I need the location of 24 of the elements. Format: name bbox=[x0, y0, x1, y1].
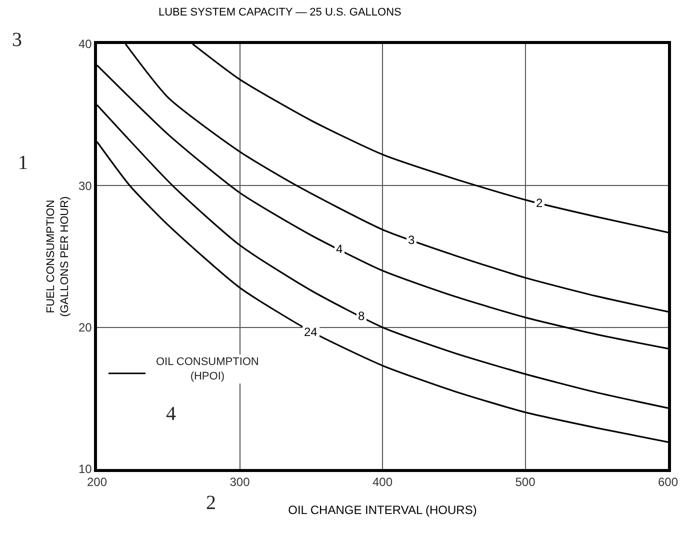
x-tick-label: 200 bbox=[86, 475, 108, 490]
series-label: 8 bbox=[358, 309, 365, 323]
series-label: 3 bbox=[408, 233, 415, 247]
y-tick-label: 20 bbox=[78, 320, 92, 335]
text: 1 bbox=[18, 152, 28, 174]
y-tick-label: 40 bbox=[78, 37, 92, 52]
line-series bbox=[97, 140, 668, 443]
annotation: OIL CONSUMPTION (HPOI) bbox=[156, 356, 259, 382]
series-label: 4 bbox=[336, 242, 343, 256]
x-tick-label: 300 bbox=[230, 475, 250, 490]
x-tick-label: 400 bbox=[372, 475, 393, 490]
y-axis-title: FUEL CONSUMPTION (GALLONS PER HOUR) bbox=[44, 196, 72, 317]
y-tick-label: 10 bbox=[78, 462, 92, 476]
chart-title: LUBE SYSTEM CAPACITY — 25 U.S. GALLONS bbox=[158, 6, 402, 19]
x-tick-label: 600 bbox=[658, 475, 678, 490]
line-series bbox=[97, 64, 668, 350]
series-label: 2 bbox=[536, 196, 543, 210]
x-tick-label: 500 bbox=[515, 475, 536, 490]
series-label: 24 bbox=[304, 325, 318, 339]
text: 3 bbox=[12, 29, 22, 51]
x-axis-title: OIL CHANGE INTERVAL (HOURS) bbox=[288, 503, 477, 518]
annotation: 4 bbox=[166, 403, 176, 425]
text: 2 bbox=[206, 492, 216, 514]
y-tick-label: 30 bbox=[78, 178, 92, 193]
